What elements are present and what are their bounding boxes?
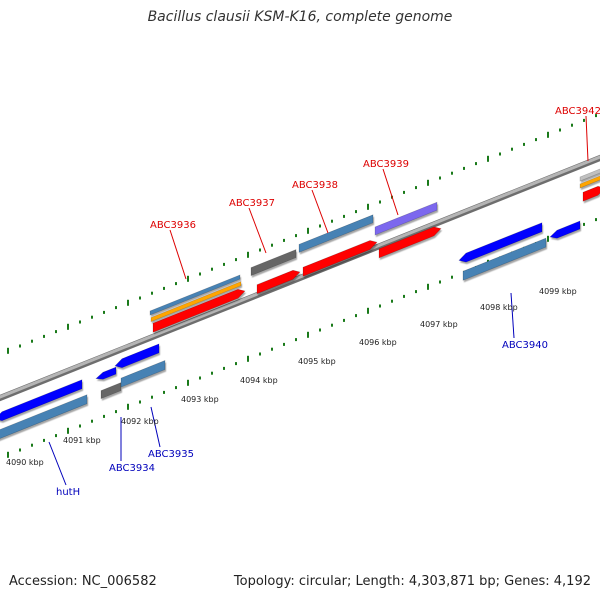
axis-label: 4093 kbp bbox=[181, 395, 219, 404]
label-leader-line bbox=[150, 406, 161, 448]
gene-label-reverse: ABC3934 bbox=[109, 463, 155, 474]
gene-feature-ABC3940-b bbox=[462, 237, 547, 281]
gene-feature-ABC3935 bbox=[114, 343, 160, 369]
gene-feature-ABC3936-b bbox=[150, 281, 242, 323]
axis-label: 4092 kbp bbox=[121, 417, 159, 426]
axis-label: 4099 kbp bbox=[539, 287, 577, 296]
gene-feature-ABC3942-a bbox=[579, 168, 600, 182]
label-leader-line bbox=[311, 189, 329, 234]
gene-label-forward: ABC3938 bbox=[292, 180, 338, 191]
gene-label-forward: ABC3942 bbox=[555, 106, 600, 117]
genome-stats: Topology: circular; Length: 4,303,871 bp… bbox=[233, 574, 591, 589]
accession-label: Accession: NC_006582 bbox=[9, 574, 157, 589]
gene-feature-ABC3934 bbox=[95, 366, 117, 380]
gene-feature-ABC3934-b bbox=[100, 382, 122, 400]
gene-feature-ABC3939 bbox=[378, 226, 442, 259]
sequence-backbone-highlight bbox=[0, 155, 600, 399]
gene-label-forward: ABC3939 bbox=[363, 159, 409, 170]
axis-label: 4091 kbp bbox=[63, 436, 101, 445]
label-leader-line bbox=[248, 207, 267, 254]
label-leader-line bbox=[510, 292, 515, 339]
gene-label-reverse: hutH bbox=[56, 487, 80, 498]
axis-label: 4097 kbp bbox=[420, 320, 458, 329]
label-leader-line bbox=[382, 168, 399, 216]
gene-feature-ABC3936 bbox=[152, 288, 246, 333]
axis-label: 4090 kbp bbox=[6, 458, 44, 467]
map-title: Bacillus clausii KSM-K16, complete genom… bbox=[147, 9, 453, 25]
gene-feature-ABC3938 bbox=[302, 240, 378, 277]
gene-feature-ABC3938-a bbox=[298, 214, 374, 253]
gene-label-forward: ABC3937 bbox=[229, 198, 275, 209]
tick-marks-layer bbox=[7, 114, 597, 458]
gene-feature-hutH bbox=[0, 379, 83, 422]
axis-label: 4094 kbp bbox=[240, 376, 278, 385]
gene-feature-ABC3936-a bbox=[149, 274, 241, 316]
axis-label: 4096 kbp bbox=[359, 338, 397, 347]
label-leader-line bbox=[585, 115, 589, 162]
label-leader-line bbox=[169, 229, 187, 280]
label-lines-layer bbox=[48, 115, 589, 486]
gene-feature-hutH-b bbox=[0, 394, 88, 439]
label-layer: 4090 kbp 4091 kbp 4092 kbp 4093 kbp 4094 kbp… bbox=[6, 106, 600, 498]
gene-feature-ABC3937 bbox=[256, 269, 301, 295]
gene-feature-ABC3940 bbox=[458, 222, 543, 263]
feature-layer bbox=[0, 168, 600, 439]
gene-feature-ABC3942 bbox=[582, 185, 600, 202]
gene-feature-ABC3935-b bbox=[120, 360, 166, 388]
gene-label-reverse: ABC3940 bbox=[502, 340, 548, 351]
gene-label-reverse: ABC3935 bbox=[148, 449, 194, 460]
backbone-layer bbox=[0, 154, 600, 402]
gene-feature-ABC3942-b bbox=[579, 175, 600, 189]
axis-label: 4098 kbp bbox=[480, 303, 518, 312]
axis-label: 4095 kbp bbox=[298, 357, 336, 366]
gene-feature-ABC3939-a bbox=[374, 201, 438, 236]
gene-feature-ABC3941 bbox=[549, 220, 581, 239]
gene-label-forward: ABC3936 bbox=[150, 220, 196, 231]
gene-feature-ABC3937-a bbox=[250, 249, 297, 277]
label-leader-line bbox=[48, 441, 67, 486]
